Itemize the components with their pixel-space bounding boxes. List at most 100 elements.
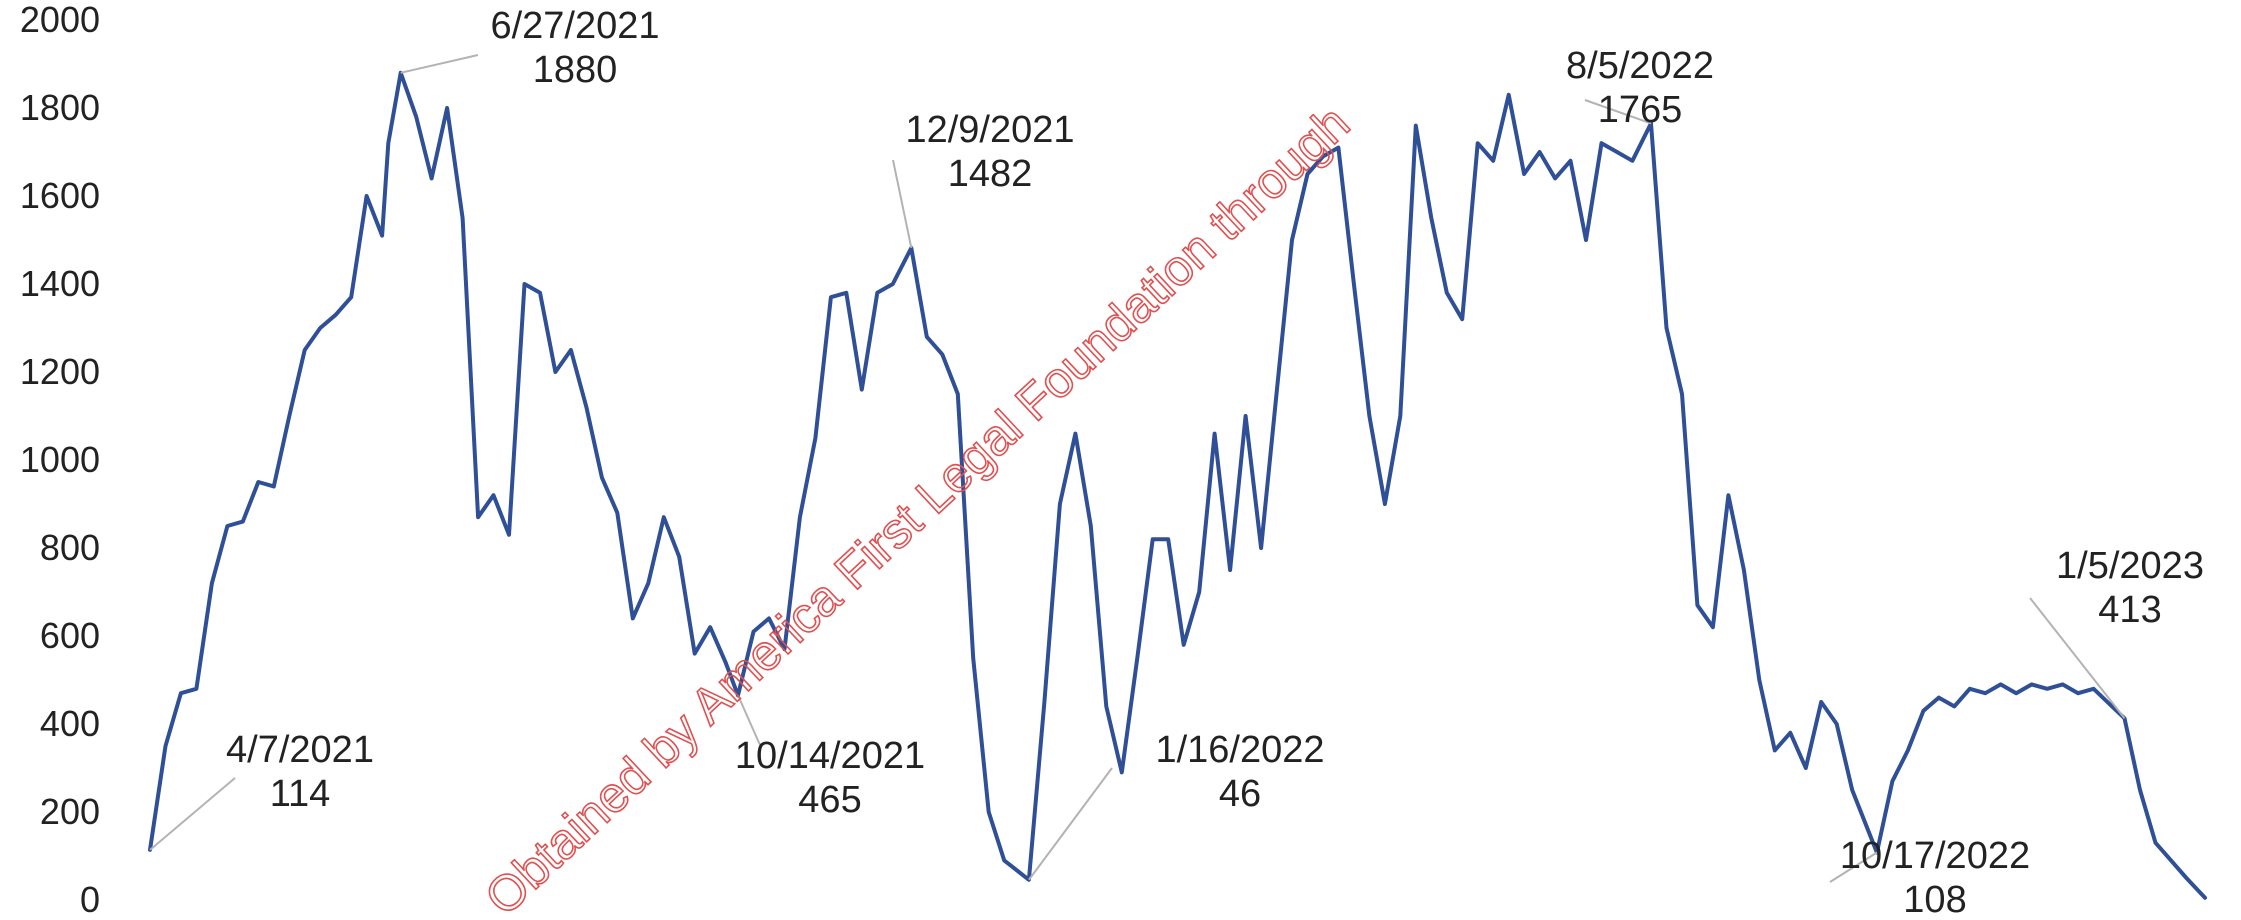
data-point: [2154, 841, 2157, 845]
data-point: [1306, 172, 1309, 176]
y-tick-label: 0: [80, 879, 100, 920]
data-point: [2169, 858, 2173, 862]
data-point: [476, 515, 480, 519]
data-point: [210, 581, 214, 585]
data-point: [492, 493, 495, 497]
data-point: [1275, 392, 1278, 396]
y-tick-label: 1800: [20, 87, 100, 128]
annotation-leader-line: [149, 777, 236, 851]
data-point: [631, 616, 635, 620]
data-point: [1058, 502, 1062, 506]
data-point: [1491, 159, 1495, 163]
data-point: [1538, 150, 1542, 154]
annotation-date: 4/7/2021: [226, 729, 374, 771]
data-point: [600, 476, 604, 480]
data-point: [1460, 317, 1464, 321]
data-point: [1665, 326, 1668, 330]
data-point: [318, 326, 322, 330]
annotation-date: 6/27/2021: [490, 5, 659, 47]
data-point: [1228, 568, 1232, 572]
data-point: [1711, 625, 1715, 629]
data-point: [1476, 141, 1480, 145]
data-point: [380, 234, 384, 238]
data-point: [1089, 524, 1093, 528]
annotation-value: 1765: [1598, 89, 1683, 131]
data-point: [1445, 291, 1449, 295]
y-tick-label: 600: [40, 615, 100, 656]
data-point: [2138, 788, 2142, 792]
data-point: [860, 388, 864, 392]
data-point: [179, 691, 183, 695]
annotation-value: 413: [2098, 589, 2161, 631]
series-line: [148, 70, 2207, 900]
data-point: [287, 414, 291, 418]
data-point: [813, 436, 817, 440]
y-tick-label: 1000: [20, 439, 100, 480]
data-point: [1507, 93, 1511, 97]
data-point: [303, 348, 307, 352]
data-point: [1584, 238, 1588, 242]
data-point: [365, 194, 369, 198]
data-point: [987, 810, 991, 814]
data-point: [1042, 700, 1046, 704]
data-point: [1695, 603, 1699, 607]
data-point: [1166, 537, 1170, 541]
data-point: [334, 313, 338, 317]
data-point: [971, 656, 975, 660]
data-point: [1726, 493, 1730, 497]
data-point: [891, 282, 895, 286]
data-point: [1630, 159, 1634, 163]
data-point: [194, 687, 198, 691]
data-point: [1615, 150, 1619, 154]
data-point: [1569, 159, 1572, 163]
data-point: [1742, 568, 1746, 572]
data-point: [1002, 858, 1006, 862]
data-point: [164, 744, 167, 748]
annotation-value: 1482: [948, 153, 1033, 195]
data-point: [724, 660, 728, 664]
data-point: [1104, 704, 1108, 708]
data-point: [1835, 722, 1839, 726]
data-point: [349, 295, 353, 299]
data-point: [1773, 748, 1777, 752]
data-point: [1819, 700, 1823, 704]
data-point: [225, 524, 229, 528]
data-point: [1321, 154, 1325, 158]
annotation-leader-line: [1829, 851, 1878, 883]
annotation-value: 465: [798, 779, 861, 821]
annotation-date: 1/5/2023: [2056, 545, 2204, 587]
data-point: [1383, 502, 1387, 506]
annotation-date: 10/17/2022: [1840, 835, 2030, 877]
annotation-leader-line: [1584, 99, 1652, 125]
data-point: [708, 625, 712, 629]
data-point: [1336, 146, 1340, 150]
data-point: [538, 291, 542, 295]
data-point: [1788, 731, 1792, 735]
data-point: [1290, 238, 1294, 242]
y-tick-label: 1400: [20, 263, 100, 304]
annotation-leader-line: [1028, 767, 1113, 881]
data-point: [1680, 392, 1684, 396]
y-tick-label: 2000: [20, 0, 100, 40]
data-point: [1352, 282, 1356, 286]
data-point: [241, 520, 245, 524]
data-point: [1259, 546, 1263, 550]
data-point: [1398, 414, 1402, 418]
data-point: [2014, 691, 2018, 695]
data-point: [2076, 691, 2080, 695]
data-point: [507, 533, 511, 537]
data-point: [1367, 414, 1371, 418]
data-point: [956, 392, 960, 396]
data-point: [584, 405, 588, 409]
data-point: [2061, 682, 2065, 686]
data-point: [1151, 537, 1155, 541]
data-point: [1952, 704, 1956, 708]
y-tick-label: 1600: [20, 175, 100, 216]
data-point: [430, 176, 434, 180]
data-point: [1182, 643, 1186, 647]
y-tick-label: 800: [40, 527, 100, 568]
data-point: [2184, 876, 2188, 880]
data-point: [1804, 766, 1808, 770]
data-point: [783, 647, 786, 651]
data-point: [1213, 432, 1217, 436]
